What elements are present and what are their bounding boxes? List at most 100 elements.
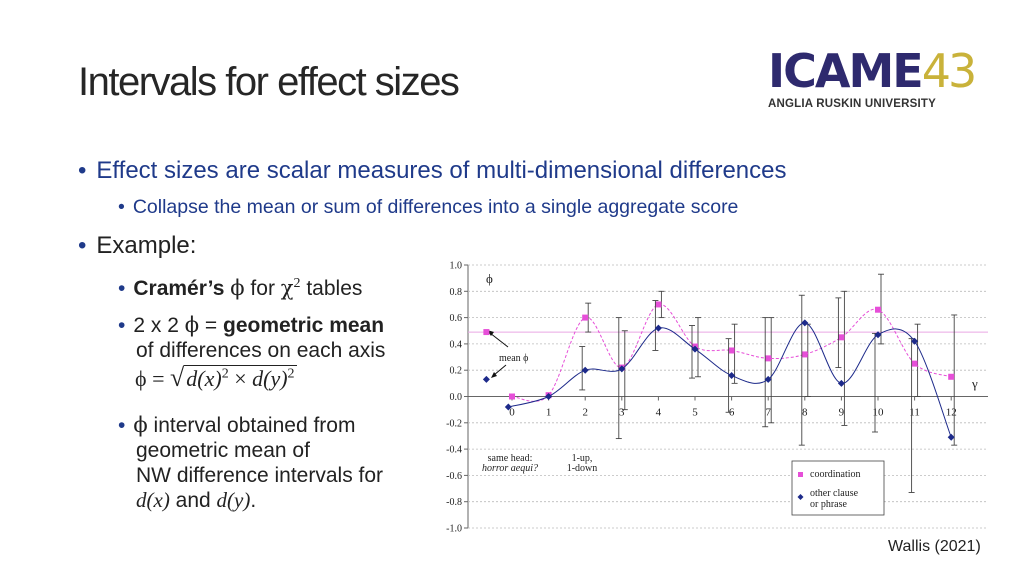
logo-subtitle: ANGLIA RUSKIN UNIVERSITY (768, 98, 936, 110)
legend-marker-other-clause (797, 494, 804, 500)
mean-arrow-down (493, 364, 507, 376)
chi-exponent: 2 (293, 276, 301, 291)
y-tick-label: -0.6 (446, 471, 462, 482)
mean-label: mean ϕ (499, 353, 528, 364)
interval-text-3: NW difference intervals for (136, 464, 384, 487)
phi-symbol: ϕ (133, 413, 148, 437)
data-point-diamond (947, 433, 955, 441)
and-text: and (169, 489, 217, 512)
for-text: for (244, 277, 281, 300)
legend-label-coordination: coordination (810, 469, 861, 480)
citation: Wallis (2021) (888, 538, 981, 555)
data-point-square (582, 314, 589, 321)
data-point-square (483, 329, 490, 336)
dy: d(y) (252, 366, 288, 391)
axis-text: of differences on each axis (136, 339, 386, 362)
y-tick-label: 0.6 (450, 313, 463, 324)
bullet-collapse: • Collapse the mean or sum of differences… (118, 196, 739, 218)
y-tick-label: 1.0 (450, 261, 463, 272)
legend-box (791, 460, 885, 516)
x-tick-label: 5 (692, 407, 698, 419)
x-tick-label: 6 (729, 407, 735, 419)
exp-x: 2 (221, 366, 229, 382)
equals: = (199, 314, 223, 337)
exp-y: 2 (287, 366, 295, 382)
data-point-square (728, 347, 735, 354)
radicand: d(x)2 × d(y)2 (184, 365, 297, 391)
data-point-diamond (728, 371, 736, 379)
y-axis-label: ϕ (486, 271, 493, 286)
dx: d(x) (136, 488, 170, 512)
legend-label-other-clause: other clause (810, 488, 859, 499)
data-point-square (765, 355, 772, 362)
data-point-diamond (764, 375, 772, 383)
logo-text: ICAME (768, 44, 924, 98)
x-tick-label: 9 (839, 407, 845, 419)
data-point-diamond (801, 319, 809, 327)
data-point-diamond (837, 379, 845, 387)
y-tick-label: -0.4 (446, 445, 462, 456)
sqrt-sign: √ (170, 363, 185, 392)
annotation-one-up: 1-up, (572, 453, 593, 464)
bullet-text: Collapse the mean or sum of differences … (132, 196, 739, 218)
x-tick-label: 8 (802, 407, 808, 419)
data-point-diamond (654, 324, 662, 332)
dy: d(y) (216, 488, 251, 512)
mean-arrowhead-down (491, 372, 497, 378)
x-tick-label: 12 (946, 407, 957, 419)
series-other-clause-line (508, 322, 952, 438)
geometric-mean-label: geometric mean (223, 314, 385, 337)
data-point-diamond (545, 393, 553, 400)
bullet-2x2: • 2 x 2 ϕ = geometric mean of differences… (118, 313, 386, 362)
annotation-one-down: 1-down (567, 463, 598, 474)
dx: d(x) (186, 366, 222, 391)
data-point-diamond (482, 375, 490, 383)
phi-chart: 1.0 0.8 0.6 0.4 0.2 0.0 -0.2 -0.4 -0.6 -0.8 -1.0 0 1… (446, 261, 988, 535)
two-by-two: 2 x 2 (133, 314, 185, 337)
x-axis-label: γ (971, 376, 978, 391)
data-point-square (875, 306, 881, 313)
interval-text-2: geometric mean of (136, 439, 310, 462)
y-tick-label: 0.8 (450, 287, 463, 298)
annotation-horror-aequi: horror aequi? (482, 463, 538, 474)
data-point-square (655, 301, 662, 308)
data-point-diamond (581, 366, 589, 374)
data-point-square (801, 351, 808, 358)
bullet-effect-sizes: • Effect sizes are scalar measures of mul… (78, 157, 787, 184)
x-tick-label: 11 (909, 407, 920, 419)
x-tick-label: 3 (619, 407, 625, 419)
data-point-diamond (911, 337, 919, 345)
x-tick-label: 0 (509, 407, 515, 419)
bullet-cramers: • Cramér’s ϕ for χ2 tables (118, 276, 363, 300)
bullet-phi-interval: • ϕ interval obtained from geometric mean… (118, 413, 384, 512)
times: × (234, 366, 247, 391)
legend-marker-coordination (798, 472, 803, 477)
cramers-label: Cramér’s (133, 277, 225, 300)
y-tick-label: -1.0 (446, 524, 462, 535)
data-point-square (948, 373, 955, 380)
formula-lhs: ϕ = (135, 366, 165, 391)
bullet-example: • Example: (78, 232, 197, 259)
chi-symbol: χ (280, 276, 294, 300)
x-tick-label: 2 (582, 407, 588, 419)
x-tick-label: 10 (873, 407, 885, 419)
data-point-diamond (691, 345, 699, 353)
tables-text: tables (300, 277, 363, 300)
data-point-diamond (504, 403, 512, 411)
mean-arrow-up (489, 332, 509, 348)
data-point-square (509, 393, 515, 400)
annotation-same-head: same head: (488, 453, 533, 464)
y-tick-label: 0.2 (450, 366, 463, 377)
legend-label-or-phrase: or phrase (810, 499, 847, 510)
data-point-square (911, 360, 918, 367)
data-point-diamond (874, 331, 882, 339)
data-point-square (838, 334, 845, 341)
period: . (250, 489, 257, 512)
y-tick-label: -0.2 (446, 418, 462, 429)
slide-title: Intervals for effect sizes (78, 60, 460, 104)
data-point-diamond (618, 365, 626, 373)
phi-symbol: ϕ (184, 313, 200, 337)
x-tick-label: 4 (656, 407, 662, 419)
x-tick-label: 1 (546, 407, 552, 419)
phi-symbol: ϕ (230, 276, 245, 300)
